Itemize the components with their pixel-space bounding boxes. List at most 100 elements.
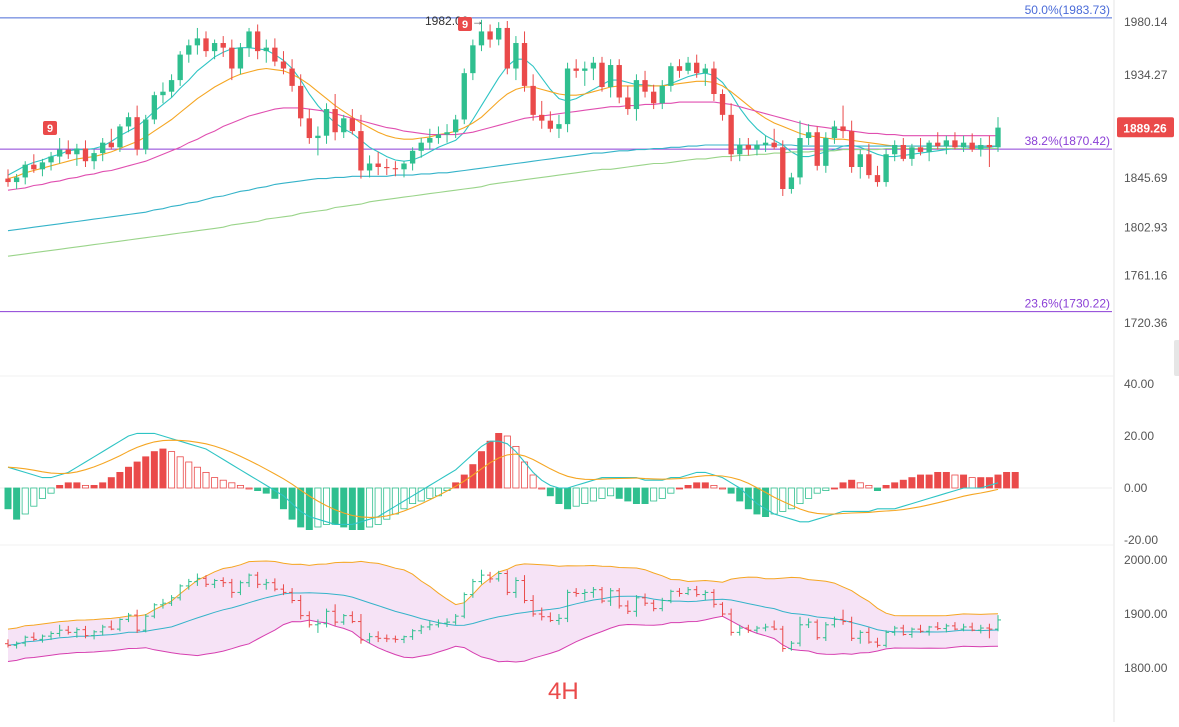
candle-body: [401, 163, 407, 170]
macd-histogram-bar: [770, 487, 778, 515]
macd-histogram-bar: [314, 487, 322, 528]
macd-histogram-bar: [882, 484, 890, 489]
candle-body: [711, 68, 717, 94]
macd-histogram-bar: [641, 487, 649, 505]
candle-body: [995, 127, 1001, 148]
macd-histogram-bar: [701, 482, 709, 489]
macd-histogram-bar: [142, 456, 150, 489]
price-panel: 50.0%(1983.73) 38.2%(1870.42) 23.6%(1730.2…: [0, 3, 1112, 313]
y-axis-tick-label: 1980.14: [1124, 15, 1168, 29]
candle-body: [986, 144, 993, 148]
macd-histogram-bar: [675, 487, 683, 490]
macd-histogram-bar: [13, 487, 21, 520]
candle-body: [521, 43, 528, 86]
candle-body: [728, 114, 734, 155]
macd-histogram-bar: [917, 474, 925, 489]
macd-histogram-bar: [684, 484, 692, 489]
candle-body: [418, 142, 424, 151]
candle-body: [254, 31, 261, 52]
candle-body: [332, 109, 338, 133]
candle-body: [100, 142, 106, 154]
candle-body: [160, 91, 166, 96]
candle-body: [177, 54, 183, 81]
macd-histogram-bar: [38, 487, 46, 499]
macd-histogram-bar: [400, 487, 408, 510]
candle-body: [384, 166, 390, 169]
macd-histogram-bar: [546, 487, 554, 497]
candle-body: [926, 142, 932, 152]
candle-body: [56, 149, 63, 157]
macd-histogram-bar: [589, 487, 597, 502]
macd-histogram-bar: [469, 464, 477, 489]
candle-body: [134, 117, 140, 150]
macd-histogram-bar: [228, 482, 236, 489]
candle-body: [461, 73, 467, 120]
macd-histogram-bar: [951, 474, 959, 489]
candle-body: [48, 156, 54, 163]
macd-histogram-bar: [245, 487, 253, 490]
macd-histogram-bar: [176, 456, 184, 489]
candle-body: [943, 140, 950, 147]
candle-body: [719, 93, 726, 115]
macd-histogram-bar: [99, 482, 107, 489]
candle-body: [487, 31, 493, 40]
candle-body: [866, 154, 872, 176]
candle-body: [676, 66, 683, 71]
candle-body: [539, 114, 545, 121]
macd-histogram-bar: [830, 487, 838, 490]
y-axis-tick-label: 1720.36: [1124, 316, 1168, 330]
candle-body: [168, 80, 175, 92]
candle-body: [582, 68, 588, 71]
candle-body: [452, 119, 459, 133]
macd-histogram-bar: [90, 484, 98, 489]
candle-body: [39, 162, 46, 170]
moving-average-line: [7, 47, 999, 176]
macd-histogram-bar: [340, 487, 348, 528]
candle-body: [909, 147, 915, 159]
macd-histogram-bar: [116, 471, 124, 489]
candle-body: [117, 126, 123, 148]
macd-dea-line: [7, 439, 999, 518]
candle-body: [289, 68, 295, 86]
macd-histogram-bar: [477, 451, 485, 489]
macd-histogram-bar: [899, 479, 907, 489]
candle-body: [668, 66, 674, 86]
candle-body: [788, 177, 795, 190]
candle-body: [203, 38, 209, 52]
candle-body: [125, 117, 132, 127]
side-scroll-handle[interactable]: [1174, 340, 1179, 376]
fib-level-label: 50.0%(1983.73): [1025, 3, 1110, 17]
y-axis-tick-label: -20.00: [1124, 533, 1158, 547]
macd-histogram-bar: [262, 487, 270, 494]
macd-histogram-bar: [581, 487, 589, 505]
macd-histogram-bar: [374, 487, 382, 525]
high-price-marker: 1982.00 →: [425, 14, 484, 28]
candle-body: [323, 109, 330, 136]
candle-body: [797, 138, 803, 178]
candle-body: [13, 177, 20, 183]
candle-body: [900, 144, 906, 159]
macd-histogram-bar: [47, 487, 55, 494]
candle-body: [573, 68, 579, 71]
y-axis-tick-label: 2000.00: [1124, 553, 1168, 567]
fib-level-label: 38.2%(1870.42): [1025, 134, 1110, 148]
candle-body: [74, 148, 80, 155]
y-axis-tick-label: 1761.16: [1124, 269, 1168, 283]
macd-histogram-bar: [417, 487, 425, 502]
candle-body: [186, 45, 192, 55]
macd-histogram-bar: [305, 487, 313, 530]
td-count-label: 9: [462, 19, 468, 31]
macd-histogram-bar: [452, 482, 460, 489]
macd-histogram-bar: [150, 451, 158, 489]
candle-body: [737, 144, 743, 155]
macd-histogram-bar: [529, 474, 537, 489]
macd-histogram-bar: [254, 487, 262, 491]
macd-histogram-bar: [693, 482, 701, 489]
macd-histogram-bar: [873, 487, 881, 491]
macd-histogram-bar: [271, 487, 279, 499]
macd-histogram-bar: [985, 477, 993, 489]
candle-body: [547, 120, 554, 129]
macd-histogram-bar: [503, 435, 511, 489]
macd-histogram-bar: [348, 487, 356, 530]
